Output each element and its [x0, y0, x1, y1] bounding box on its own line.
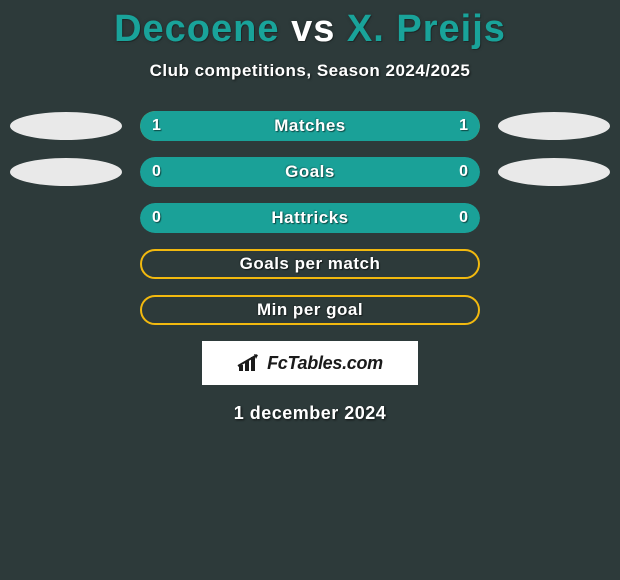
- stat-value-left: 0: [152, 209, 161, 227]
- stat-label: Hattricks: [271, 208, 348, 228]
- stat-row: Goals per match: [0, 247, 620, 281]
- stat-bar: Goals per match: [140, 249, 480, 279]
- stat-row: 1 1 Matches: [0, 109, 620, 143]
- stat-row: Min per goal: [0, 293, 620, 327]
- spacer: [498, 250, 610, 278]
- spacer: [498, 296, 610, 324]
- stat-label: Goals per match: [240, 254, 381, 274]
- stat-bar: 0 0 Goals: [140, 157, 480, 187]
- spacer: [10, 250, 122, 278]
- stat-value-left: 0: [152, 163, 161, 181]
- stat-row: 0 0 Hattricks: [0, 201, 620, 235]
- title-vs: vs: [291, 8, 335, 50]
- spacer: [10, 296, 122, 324]
- stat-bar: Min per goal: [140, 295, 480, 325]
- indicator-ellipse-left: [10, 158, 122, 186]
- title-player2: X. Preijs: [347, 8, 506, 50]
- attribution-badge: FcTables.com: [202, 341, 418, 385]
- subtitle: Club competitions, Season 2024/2025: [0, 61, 620, 81]
- stat-value-right: 0: [459, 163, 468, 181]
- attribution-text: FcTables.com: [267, 353, 383, 374]
- stat-bar: 0 0 Hattricks: [140, 203, 480, 233]
- bars-icon: [237, 353, 261, 373]
- title-player1: Decoene: [114, 8, 279, 50]
- indicator-ellipse-right: [498, 112, 610, 140]
- stat-value-right: 1: [459, 117, 468, 135]
- stat-row: 0 0 Goals: [0, 155, 620, 189]
- date-label: 1 december 2024: [0, 403, 620, 424]
- spacer: [498, 204, 610, 232]
- stat-value-left: 1: [152, 117, 161, 135]
- stat-label: Matches: [274, 116, 346, 136]
- stat-label: Min per goal: [257, 300, 363, 320]
- stat-value-right: 0: [459, 209, 468, 227]
- stat-bar: 1 1 Matches: [140, 111, 480, 141]
- stat-rows: 1 1 Matches 0 0 Goals 0 0 Hattricks Goals per mat…: [0, 109, 620, 327]
- spacer: [10, 204, 122, 232]
- indicator-ellipse-right: [498, 158, 610, 186]
- stat-label: Goals: [285, 162, 335, 182]
- page-title: Decoene vs X. Preijs: [0, 8, 620, 51]
- indicator-ellipse-left: [10, 112, 122, 140]
